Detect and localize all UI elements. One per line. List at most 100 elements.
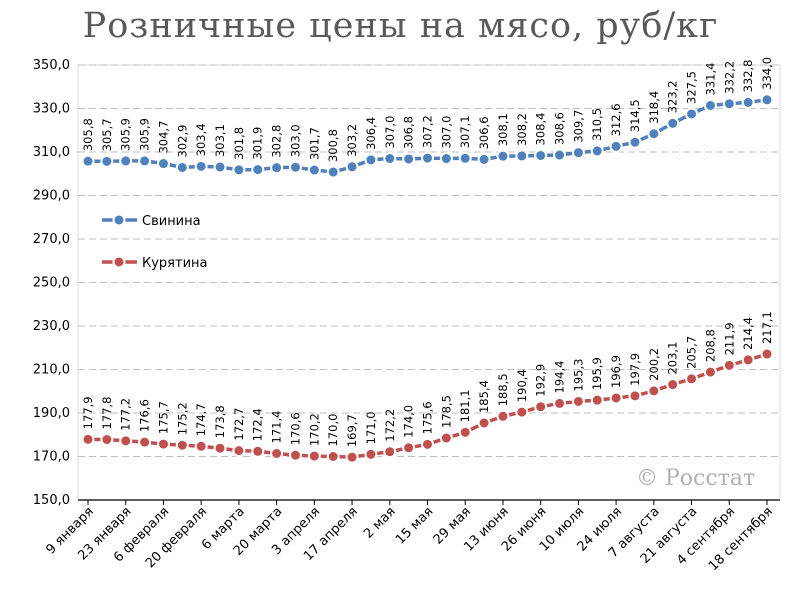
data-label: 185,4 [477, 380, 491, 413]
data-point [760, 93, 774, 107]
data-label: 177,9 [81, 396, 95, 429]
data-label: 175,6 [421, 401, 435, 434]
data-point [119, 434, 133, 448]
data-label: 305,8 [81, 118, 95, 151]
data-point [553, 396, 567, 410]
data-label: 310,5 [590, 108, 604, 141]
data-point [232, 444, 246, 458]
data-point [722, 97, 736, 111]
data-point [553, 148, 567, 162]
data-point [138, 435, 152, 449]
watermark: © Росстат [636, 466, 755, 491]
legend-marker [112, 213, 126, 227]
data-point [496, 409, 510, 423]
data-point [156, 437, 170, 451]
data-label: 188,5 [496, 373, 510, 406]
data-point [138, 154, 152, 168]
data-point [590, 393, 604, 407]
data-label: 214,4 [741, 317, 755, 350]
data-label: 171,4 [270, 411, 284, 444]
data-point [288, 448, 302, 462]
data-label: 197,9 [628, 353, 642, 386]
data-label: 312,6 [609, 103, 623, 136]
data-label: 307,2 [421, 115, 435, 148]
data-point [477, 416, 491, 430]
data-point [741, 353, 755, 367]
data-label: 171,0 [364, 411, 378, 444]
data-point [213, 441, 227, 455]
data-point [213, 160, 227, 174]
data-point [609, 139, 623, 153]
data-label: 192,9 [534, 364, 548, 397]
data-label: 307,0 [383, 116, 397, 149]
data-label: 200,2 [647, 348, 661, 381]
data-point [81, 432, 95, 446]
data-point [722, 358, 736, 372]
y-tick-label: 350,0 [33, 58, 70, 73]
data-label: 304,7 [156, 121, 170, 154]
data-label: 331,4 [703, 63, 717, 96]
data-label: 308,6 [553, 112, 567, 145]
data-label: 194,4 [553, 360, 567, 393]
data-point [666, 378, 680, 392]
data-label: 195,3 [571, 359, 585, 392]
data-label: 318,4 [647, 91, 661, 124]
data-point [307, 163, 321, 177]
data-point [439, 431, 453, 445]
data-point [326, 165, 340, 179]
data-point [251, 163, 265, 177]
y-tick-label: 330,0 [33, 102, 70, 117]
data-point [609, 391, 623, 405]
data-point [307, 449, 321, 463]
data-point [345, 160, 359, 174]
y-tick-label: 210,0 [33, 363, 70, 378]
data-point [156, 157, 170, 171]
data-label: 323,2 [666, 80, 680, 113]
data-point [175, 438, 189, 452]
data-point [571, 146, 585, 160]
data-label: 169,7 [345, 414, 359, 447]
data-label: 306,6 [477, 116, 491, 149]
data-label: 174,0 [402, 405, 416, 438]
legend-label: Свинина [142, 214, 201, 229]
legend-marker [112, 255, 126, 269]
data-label: 332,2 [722, 61, 736, 94]
data-label: 305,9 [138, 118, 152, 151]
data-label: 196,9 [609, 355, 623, 388]
y-tick-label: 250,0 [33, 276, 70, 291]
data-label: 170,2 [307, 413, 321, 446]
data-point [100, 433, 114, 447]
legend-label: Курятина [142, 256, 207, 271]
data-point [515, 405, 529, 419]
data-point [81, 154, 95, 168]
data-point [194, 439, 208, 453]
data-label: 303,0 [288, 124, 302, 157]
data-label: 302,8 [270, 125, 284, 158]
y-tick-label: 190,0 [33, 406, 70, 421]
data-point [458, 151, 472, 165]
data-label: 217,1 [760, 311, 774, 344]
data-label: 208,8 [703, 329, 717, 362]
data-label: 303,2 [345, 124, 359, 157]
y-tick-label: 290,0 [33, 189, 70, 204]
data-point [364, 447, 378, 461]
data-label: 181,1 [458, 389, 472, 422]
data-point [270, 161, 284, 175]
data-label: 170,0 [326, 414, 340, 447]
data-label: 178,5 [439, 395, 453, 428]
data-point [421, 151, 434, 165]
data-label: 301,9 [251, 127, 265, 160]
data-point [345, 450, 359, 464]
data-point [326, 450, 340, 463]
data-point [270, 446, 284, 460]
data-label: 175,2 [175, 402, 189, 435]
data-point [760, 347, 774, 361]
data-label: 173,8 [213, 405, 227, 438]
data-label: 327,5 [685, 71, 699, 104]
data-label: 302,9 [175, 125, 189, 158]
data-label: 309,7 [571, 110, 585, 143]
data-label: 307,0 [439, 116, 453, 149]
data-label: 303,1 [213, 124, 227, 157]
data-point [194, 159, 208, 173]
data-point [402, 441, 416, 455]
